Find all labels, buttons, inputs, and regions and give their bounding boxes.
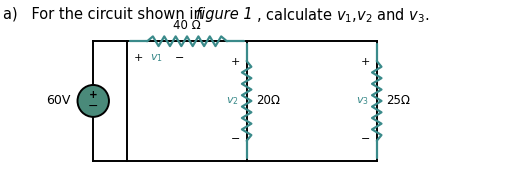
Text: a)   For the circuit shown in: a) For the circuit shown in	[3, 7, 207, 22]
Text: +: +	[134, 53, 143, 63]
Text: , calculate $v_1$,$v_2$ and $v_3$.: , calculate $v_1$,$v_2$ and $v_3$.	[256, 7, 430, 25]
Text: figure 1: figure 1	[196, 7, 253, 22]
Text: −: −	[231, 134, 240, 144]
Text: +: +	[361, 57, 370, 67]
Text: 25Ω: 25Ω	[387, 95, 410, 107]
Circle shape	[78, 85, 109, 117]
Text: $v_3$: $v_3$	[356, 95, 369, 107]
Text: −: −	[175, 53, 184, 63]
Text: $v_2$: $v_2$	[227, 95, 239, 107]
Text: 20Ω: 20Ω	[256, 95, 280, 107]
Text: −: −	[88, 100, 98, 113]
Text: 60V: 60V	[46, 95, 71, 107]
Text: +: +	[89, 90, 98, 100]
Text: −: −	[361, 134, 370, 144]
Text: +: +	[231, 57, 240, 67]
Text: $v_1$: $v_1$	[150, 52, 163, 64]
Text: 40 Ω: 40 Ω	[173, 19, 201, 32]
